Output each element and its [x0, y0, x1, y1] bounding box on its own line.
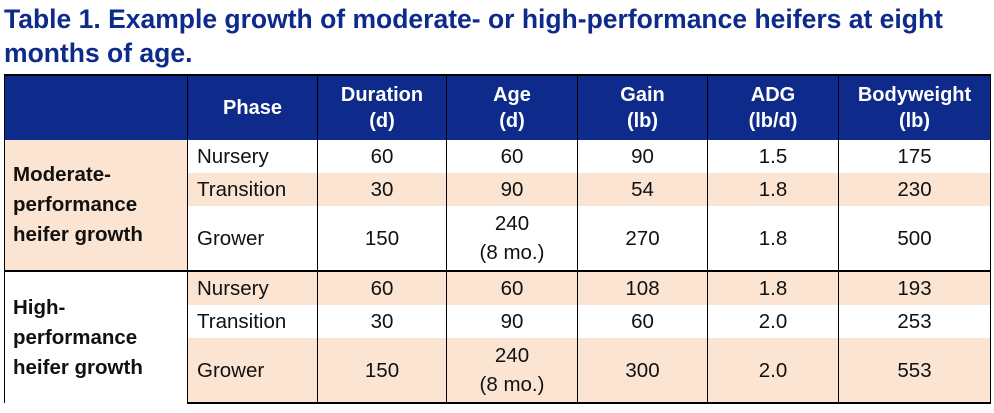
header-group [4, 74, 188, 140]
phase-cell: Grower [187, 338, 318, 404]
gain-cell: 270 [577, 206, 708, 272]
bodyweight-cell: 230 [838, 173, 991, 206]
bodyweight-cell: 500 [838, 206, 991, 272]
bodyweight-cell: 193 [838, 270, 991, 305]
duration-cell: 60 [317, 140, 447, 173]
header-phase: Phase [187, 74, 318, 140]
phase-cell: Transition [187, 305, 318, 338]
bodyweight-cell: 253 [838, 305, 991, 338]
duration-cell: 30 [317, 173, 447, 206]
age-cell: 90 [446, 173, 578, 206]
header-bodyweight: Bodyweight (lb) [838, 74, 991, 140]
age-cell: 60 [446, 270, 578, 305]
duration-cell: 150 [317, 206, 447, 272]
header-duration: Duration (d) [317, 74, 447, 140]
duration-cell: 60 [317, 270, 447, 305]
bodyweight-cell: 175 [838, 140, 991, 173]
bodyweight-cell: 553 [838, 338, 991, 404]
age-cell: 240 (8 mo.) [446, 338, 578, 404]
gain-cell: 300 [577, 338, 708, 404]
table-title: Table 1. Example growth of moderate- or … [4, 4, 943, 68]
duration-cell: 30 [317, 305, 447, 338]
age-cell: 240 (8 mo.) [446, 206, 578, 272]
table-row: Grower 150 240 (8 mo.) 300 2.0 553 [5, 338, 991, 404]
phase-cell: Nursery [187, 140, 318, 173]
adg-cell: 2.0 [707, 338, 839, 404]
header-gain: Gain (lb) [577, 74, 708, 140]
table-row: Transition 30 90 60 2.0 253 [5, 305, 991, 338]
age-cell: 60 [446, 140, 578, 173]
header-adg: ADG (lb/d) [707, 74, 839, 140]
adg-cell: 2.0 [707, 305, 839, 338]
table-row: Moderate-performance heifer growth Nurser… [4, 140, 991, 271]
duration-cell: 150 [317, 338, 447, 404]
gain-cell: 60 [577, 305, 708, 338]
gain-cell: 90 [577, 140, 708, 173]
adg-cell: 1.5 [707, 140, 839, 173]
group-label: High-performance heifer growth [4, 270, 188, 403]
adg-cell: 1.8 [707, 206, 839, 272]
adg-cell: 1.8 [707, 173, 839, 206]
table-row: Transition 30 90 54 1.8 230 [5, 173, 991, 206]
phase-cell: Nursery [187, 270, 318, 305]
phase-cell: Grower [187, 206, 318, 272]
phase-cell: Transition [187, 173, 318, 206]
header-row: Phase Duration (d) Age (d) Gain (lb) ADG (lb… [4, 74, 991, 140]
heifer-growth-table: Phase Duration (d) Age (d) Gain (lb) ADG (lb… [4, 74, 991, 404]
age-cell: 90 [446, 305, 578, 338]
gain-cell: 54 [577, 173, 708, 206]
table-row: High-performance heifer growth Nursery 60… [4, 270, 991, 403]
adg-cell: 1.8 [707, 270, 839, 305]
group-label: Moderate-performance heifer growth [4, 140, 188, 271]
header-age: Age (d) [446, 74, 578, 140]
gain-cell: 108 [577, 270, 708, 305]
table-row: Grower 150 240 (8 mo.) 270 1.8 500 [5, 206, 991, 272]
